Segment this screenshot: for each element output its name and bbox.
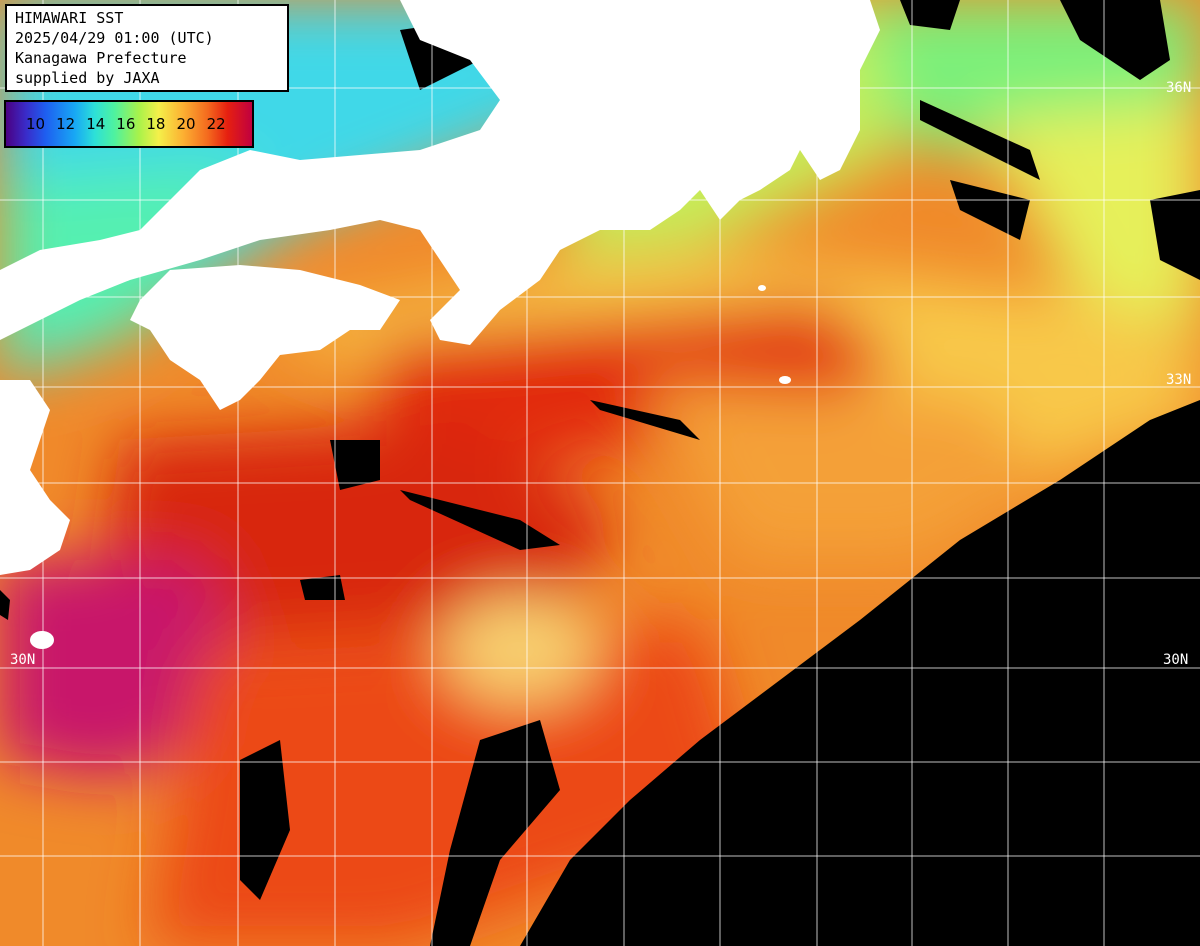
land-japan: [0, 0, 880, 649]
colorbar-tick: 14: [86, 115, 106, 133]
map-region: Kanagawa Prefecture: [15, 49, 187, 67]
colorbar-tick: 12: [56, 115, 76, 133]
lat-label-30n-right: 30N: [1163, 652, 1189, 668]
map-credit: supplied by JAXA: [15, 69, 160, 87]
lat-label-36n: 36N: [1166, 80, 1192, 96]
colorbar-tick: 18: [146, 115, 166, 133]
lat-label-33n: 33N: [1166, 372, 1192, 388]
temperature-colorbar: 10 12 14 16 18 20 22: [4, 100, 254, 148]
map-title: HIMAWARI SST: [15, 9, 124, 27]
colorbar-tick: 22: [206, 115, 226, 133]
colorbar-tick: 10: [26, 115, 46, 133]
info-box: HIMAWARI SST 2025/04/29 01:00 (UTC) Kana…: [5, 4, 289, 92]
map-datetime: 2025/04/29 01:00 (UTC): [15, 29, 214, 47]
colorbar-tick: 16: [116, 115, 136, 133]
colorbar-tick: 20: [176, 115, 196, 133]
lat-label-30n-left: 30N: [10, 652, 36, 668]
